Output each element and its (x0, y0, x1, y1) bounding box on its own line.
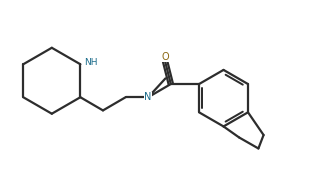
Text: O: O (161, 52, 169, 62)
Text: NH: NH (84, 58, 98, 67)
Text: N: N (144, 92, 152, 102)
